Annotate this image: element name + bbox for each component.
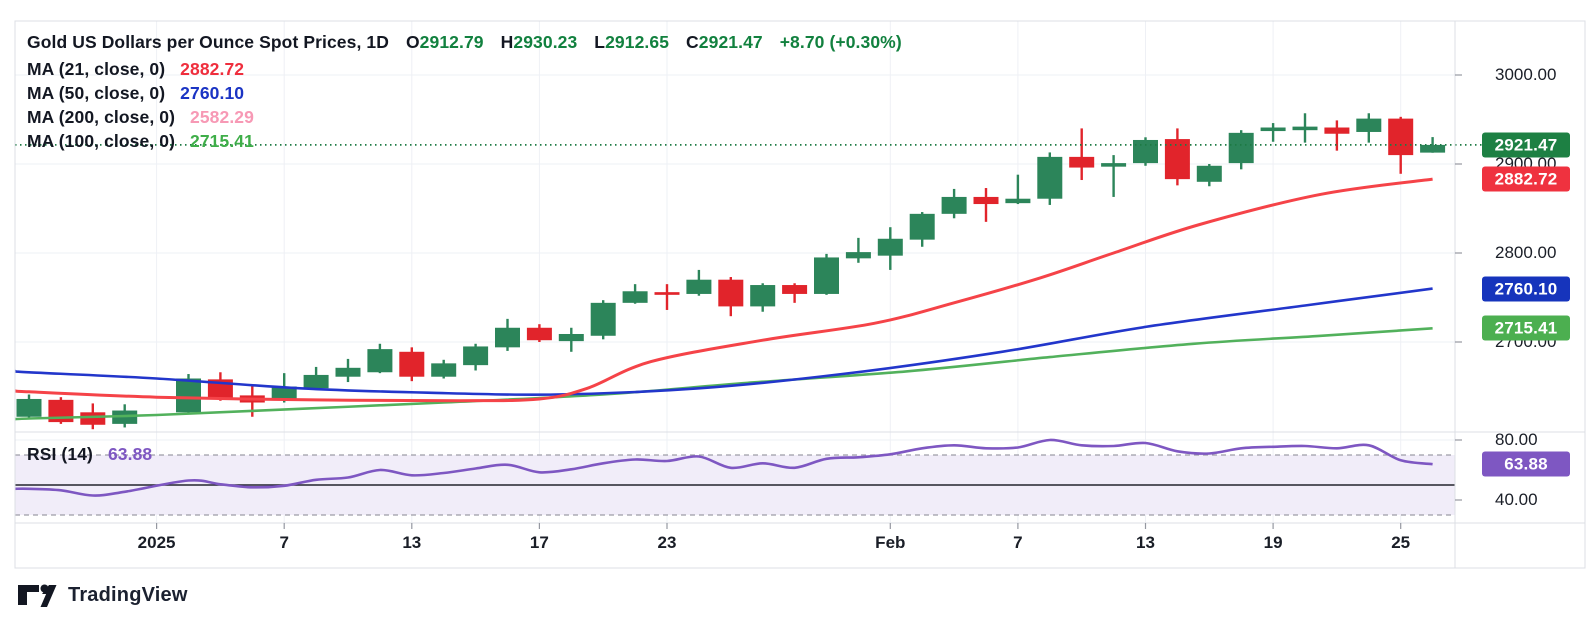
price-badge-2715.41: 2715.41 xyxy=(1482,315,1570,341)
price-axis-label: 2800.00 xyxy=(1495,243,1557,262)
time-axis-label-2025: 2025 xyxy=(137,533,176,552)
moving-average-lines xyxy=(15,177,1433,421)
ma50-value: 2760.10 xyxy=(180,83,245,103)
ohlc-close: C2921.47 xyxy=(686,32,763,52)
time-axis-label-23: 23 xyxy=(657,533,677,552)
rsi-legend-row: RSI (14) 63.88 xyxy=(27,444,153,464)
time-axis-label-17: 17 xyxy=(529,533,549,552)
time-axis-label-13: 13 xyxy=(402,533,422,552)
price-badge-63.88: 63.88 xyxy=(1482,451,1570,477)
rsi-value: 63.88 xyxy=(107,444,153,464)
ma21-value: 2882.72 xyxy=(180,59,245,79)
time-axis-label-7: 7 xyxy=(279,533,289,552)
rsi-line xyxy=(15,438,1433,497)
ma100-value: 2715.41 xyxy=(189,131,254,151)
tradingview-logo-icon xyxy=(18,584,57,607)
ohlc-low: L2912.65 xyxy=(594,32,670,52)
change-value: +8.70 (+0.30%) xyxy=(779,32,902,52)
ohlc-open: O2912.79 xyxy=(405,32,484,52)
ma-line-ma100 xyxy=(15,327,1433,421)
rsi-band xyxy=(15,454,1455,516)
indicator-row-ma21: MA (21, close, 0) 2882.72 xyxy=(27,59,245,79)
ma-line-ma21 xyxy=(15,177,1433,403)
candlestick-series xyxy=(16,113,1446,430)
indicator-row-ma100: MA (100, close, 0) 2715.41 xyxy=(27,131,254,151)
tradingview-logo-link[interactable]: TradingView xyxy=(17,583,188,607)
price-badge-2760.10: 2760.10 xyxy=(1482,276,1570,301)
indicator-row-ma50: MA (50, close, 0) 2760.10 xyxy=(27,83,245,103)
price-axis-label: 3000.00 xyxy=(1495,65,1557,84)
time-axis-label-7: 7 xyxy=(1013,533,1023,552)
ma-line-ma50 xyxy=(15,287,1433,397)
pane-borders xyxy=(14,20,1586,569)
time-axis-label-25: 25 xyxy=(1391,533,1411,552)
symbol-title: Gold US Dollars per Ounce Spot Prices, 1… xyxy=(27,32,389,52)
time-axis-label-13: 13 xyxy=(1136,533,1155,552)
ohlc-high: H2930.23 xyxy=(500,32,578,52)
price-badge-2921.47: 2921.47 xyxy=(1482,132,1570,158)
ma200-value: 2582.29 xyxy=(189,107,254,127)
tradingview-logo-text: TradingView xyxy=(68,583,188,606)
rsi-axis-label: 40.00 xyxy=(1495,490,1538,509)
time-axis-label-19: 19 xyxy=(1263,533,1283,552)
time-axis-label-Feb: Feb xyxy=(875,533,906,552)
price-badge-2882.72: 2882.72 xyxy=(1482,166,1570,192)
legend-title-row: Gold US Dollars per Ounce Spot Prices, 1… xyxy=(27,30,902,54)
indicator-row-ma200: MA (200, close, 0) 2582.29 xyxy=(27,107,254,127)
rsi-axis-label: 80.00 xyxy=(1495,430,1538,449)
